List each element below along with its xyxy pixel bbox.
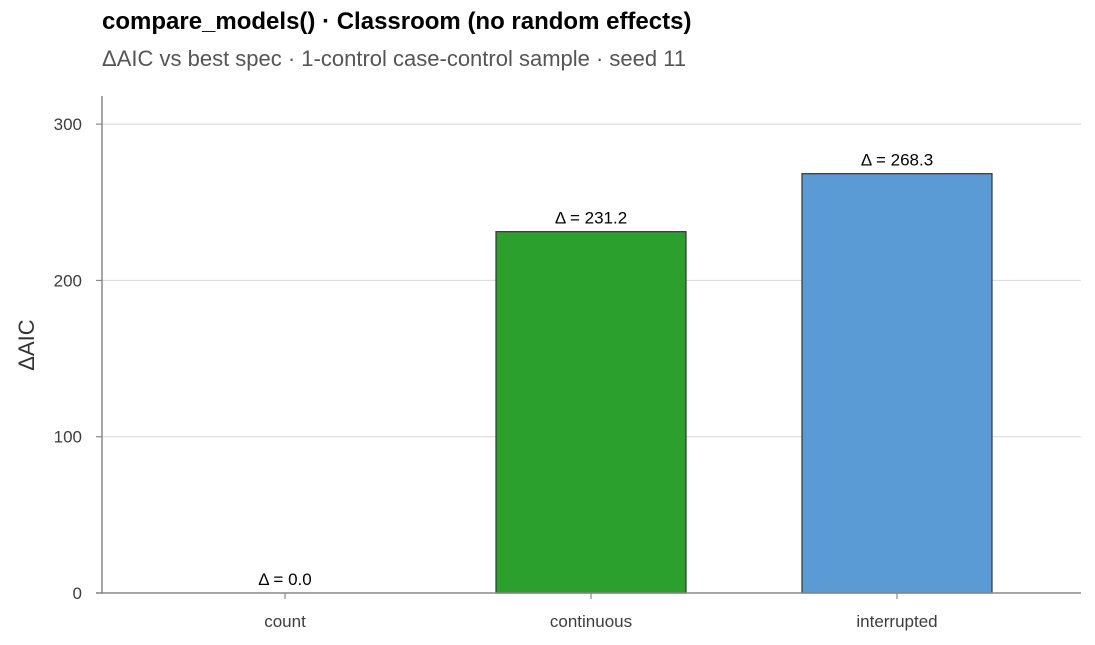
data-label-interrupted: Δ = 268.3 [861,151,933,170]
y-tick-label: 0 [73,584,82,603]
y-tick-label: 200 [54,271,82,290]
data-labels: Δ = 0.0 Δ = 231.2 Δ = 268.3 [258,151,933,589]
y-axis-title: ΔAIC [14,319,39,370]
bar-continuous [495,231,687,594]
axes [96,96,1081,594]
y-tick-label: 100 [54,428,82,447]
x-tick-label-continuous: continuous [550,612,632,631]
data-label-count: Δ = 0.0 [258,570,311,589]
x-tick-label-interrupted: interrupted [856,612,937,631]
chart-title: compare_models() · Classroom (no random … [102,8,692,35]
chart-subtitle: ΔAIC vs best spec · 1-control case-contr… [102,46,687,71]
bar-interrupted [801,173,993,594]
bars [495,173,993,594]
y-tick-label: 300 [54,115,82,134]
y-ticks: 0 100 200 300 [54,115,102,603]
x-ticks: count continuous interrupted [264,593,938,631]
x-tick-label-count: count [264,612,306,631]
data-label-continuous: Δ = 231.2 [555,209,627,228]
